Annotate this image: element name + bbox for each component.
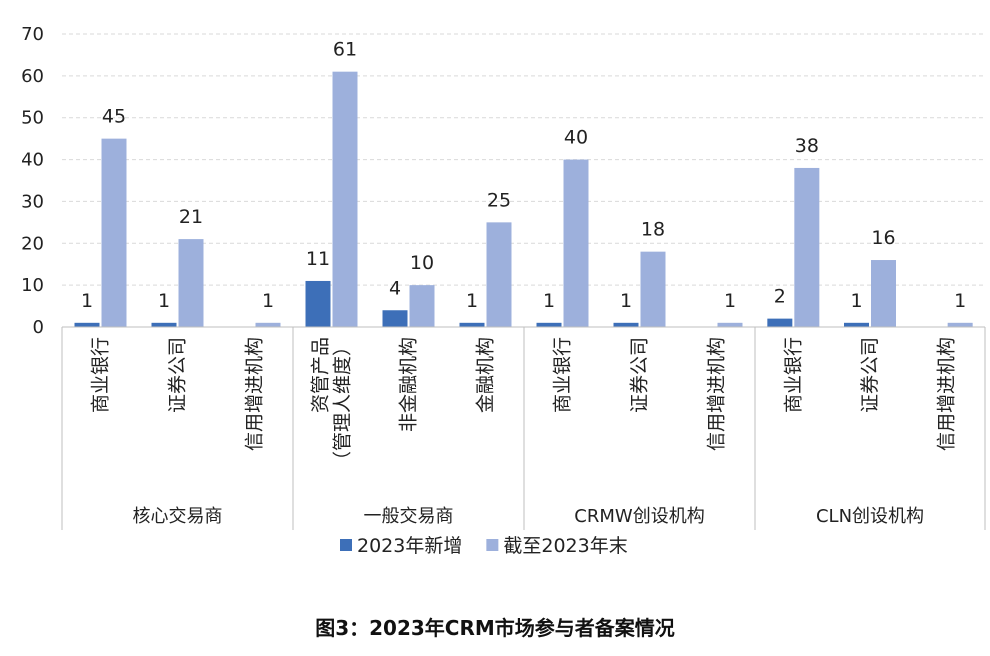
category-label: 资管产品 [310,337,332,413]
category-label: 证券公司 [629,337,651,413]
data-label: 4 [389,277,401,299]
y-tick-label: 30 [21,191,44,212]
group-label: CRMW创设机构 [574,506,704,527]
bar [794,167,820,327]
y-tick-label: 40 [21,150,44,171]
data-label: 10 [410,252,434,274]
data-label: 1 [543,290,555,312]
bar [178,239,204,327]
group-label: 核心交易商 [133,506,223,527]
data-label: 38 [795,135,819,157]
bar [871,260,896,327]
data-label: 1 [620,290,632,312]
bar [409,285,435,327]
y-tick-label: 60 [21,66,44,87]
bar [74,322,100,327]
data-label: 25 [487,189,511,211]
category-label: 信用增进机构 [244,337,266,451]
bar [640,251,666,327]
category-label: 商业银行 [782,337,804,413]
category-label: 商业银行 [90,337,112,413]
data-label: 1 [466,290,478,312]
y-tick-label: 70 [21,24,44,45]
data-label: 40 [564,127,588,149]
bar [563,159,589,327]
y-tick-label: 0 [33,317,44,338]
legend-swatch [340,539,352,551]
data-label: 61 [333,39,357,61]
data-label: 45 [102,106,126,128]
bar [382,310,408,327]
legend-swatch [486,539,499,551]
category-label: 信用增进机构 [706,337,728,451]
bar [305,280,331,327]
data-label: 18 [641,219,665,241]
category-label: 商业银行 [552,337,574,413]
category-label: 证券公司 [859,337,881,413]
data-label: 1 [262,290,274,312]
legend-label: 2023年新增 [357,535,462,557]
bar [613,322,639,327]
y-tick-label: 10 [21,275,44,296]
bar [717,322,743,327]
y-tick-label: 20 [21,233,44,254]
bar [536,322,562,327]
data-label: 1 [158,290,170,312]
chart-caption: 图3：2023年CRM市场参与者备案情况 [315,616,675,640]
data-label: 1 [81,290,93,312]
bar [151,322,177,327]
group-label: CLN创设机构 [816,506,924,527]
data-label: 16 [871,227,895,249]
category-label: 金融机构 [475,337,497,413]
bar [459,322,485,327]
category-label: （管理人维度） [332,337,354,470]
category-label: 证券公司 [167,337,189,413]
data-label: 1 [850,290,862,312]
bar [101,138,127,327]
group-label: 一般交易商 [364,506,454,527]
data-label: 1 [954,290,966,312]
bar [255,322,281,327]
bar [486,222,512,327]
bar [844,322,869,327]
data-label: 1 [724,290,736,312]
legend-label: 截至2023年末 [503,535,627,557]
data-label: 2 [774,286,786,308]
category-label: 信用增进机构 [936,337,958,451]
bar [332,71,358,328]
category-label: 非金融机构 [398,337,420,432]
data-label: 21 [179,206,203,228]
data-label: 11 [306,248,330,270]
y-tick-label: 50 [21,108,44,129]
bar [767,318,793,327]
bar [947,322,973,327]
